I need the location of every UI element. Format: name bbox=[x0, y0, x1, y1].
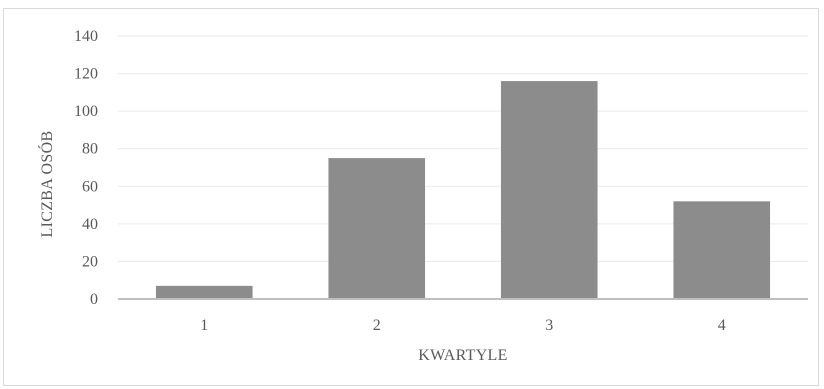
y-tick-label: 140 bbox=[74, 28, 98, 45]
x-axis-ticks: 1 2 3 4 bbox=[200, 317, 726, 334]
y-tick-label: 0 bbox=[90, 291, 98, 308]
y-tick-label: 60 bbox=[82, 178, 98, 195]
x-axis-title: KWARTYLE bbox=[418, 347, 507, 364]
y-tick-label: 100 bbox=[74, 103, 98, 120]
x-tick-label: 1 bbox=[200, 317, 208, 334]
bar-3 bbox=[500, 81, 598, 299]
bar-2 bbox=[328, 158, 426, 299]
y-tick-label: 120 bbox=[74, 66, 98, 83]
bars bbox=[155, 81, 771, 299]
bar-1 bbox=[155, 285, 253, 299]
y-tick-label: 20 bbox=[82, 253, 98, 270]
bar-4 bbox=[673, 201, 771, 299]
x-tick-label: 3 bbox=[545, 317, 553, 334]
y-tick-label: 80 bbox=[82, 141, 98, 158]
x-tick-label: 2 bbox=[373, 317, 381, 334]
x-tick-label: 4 bbox=[718, 317, 726, 334]
y-axis-ticks: 0 20 40 60 80 100 120 140 bbox=[74, 28, 98, 308]
y-tick-label: 40 bbox=[82, 216, 98, 233]
y-axis-title: LICZBA OSÓB bbox=[37, 131, 56, 238]
